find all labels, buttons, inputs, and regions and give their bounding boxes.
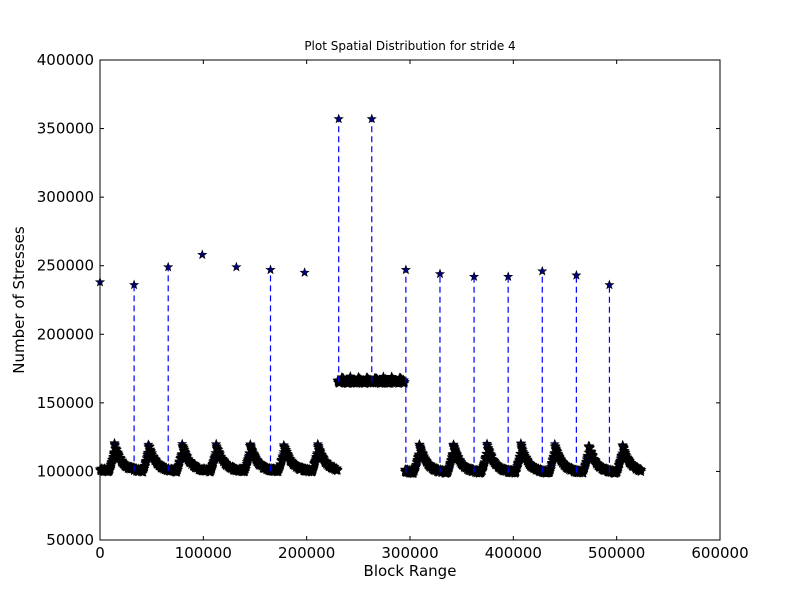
spike-point	[468, 271, 480, 281]
series-markers	[399, 437, 647, 479]
spike-point	[366, 113, 377, 124]
y-tick-label: 50000	[46, 531, 94, 549]
x-tick-label: 100000	[175, 544, 232, 562]
y-tick-label: 350000	[37, 120, 94, 138]
x-tick-label: 200000	[278, 544, 335, 562]
y-tick-label: 300000	[37, 188, 94, 206]
chart-title: Plot Spatial Distribution for stride 4	[304, 39, 515, 53]
spike-point	[128, 279, 140, 290]
x-axis-ticks: 0 100000 200000 300000 400000 500000 600000	[95, 60, 749, 562]
spike-point	[537, 265, 548, 276]
spike-point	[265, 264, 276, 275]
spike-point	[503, 271, 514, 281]
y-tick-label: 100000	[37, 462, 94, 480]
x-tick-label: 500000	[588, 544, 645, 562]
spike-point	[197, 249, 208, 260]
spike-point	[299, 267, 310, 277]
y-axis-label: Number of Stresses	[10, 226, 28, 374]
spike-point	[400, 264, 411, 275]
x-tick-label: 400000	[485, 544, 542, 562]
spike-point	[434, 268, 445, 279]
y-tick-label: 250000	[37, 257, 94, 275]
x-tick-label: 0	[95, 544, 105, 562]
series-markers	[94, 437, 343, 477]
x-tick-label: 300000	[381, 544, 438, 562]
spike-point	[333, 113, 344, 124]
spike-point	[604, 279, 615, 290]
spike-point	[571, 269, 582, 280]
x-axis-label: Block Range	[364, 562, 457, 580]
y-axis-ticks: 50000 100000 150000 200000 250000 300000 35000…	[37, 51, 720, 549]
y-tick-label: 150000	[37, 394, 94, 412]
y-tick-label: 200000	[37, 325, 94, 343]
spike-point	[163, 261, 174, 272]
x-tick-label: 600000	[691, 544, 748, 562]
plot-area	[94, 113, 647, 479]
spike-point	[231, 261, 242, 272]
y-tick-label: 400000	[37, 51, 94, 69]
